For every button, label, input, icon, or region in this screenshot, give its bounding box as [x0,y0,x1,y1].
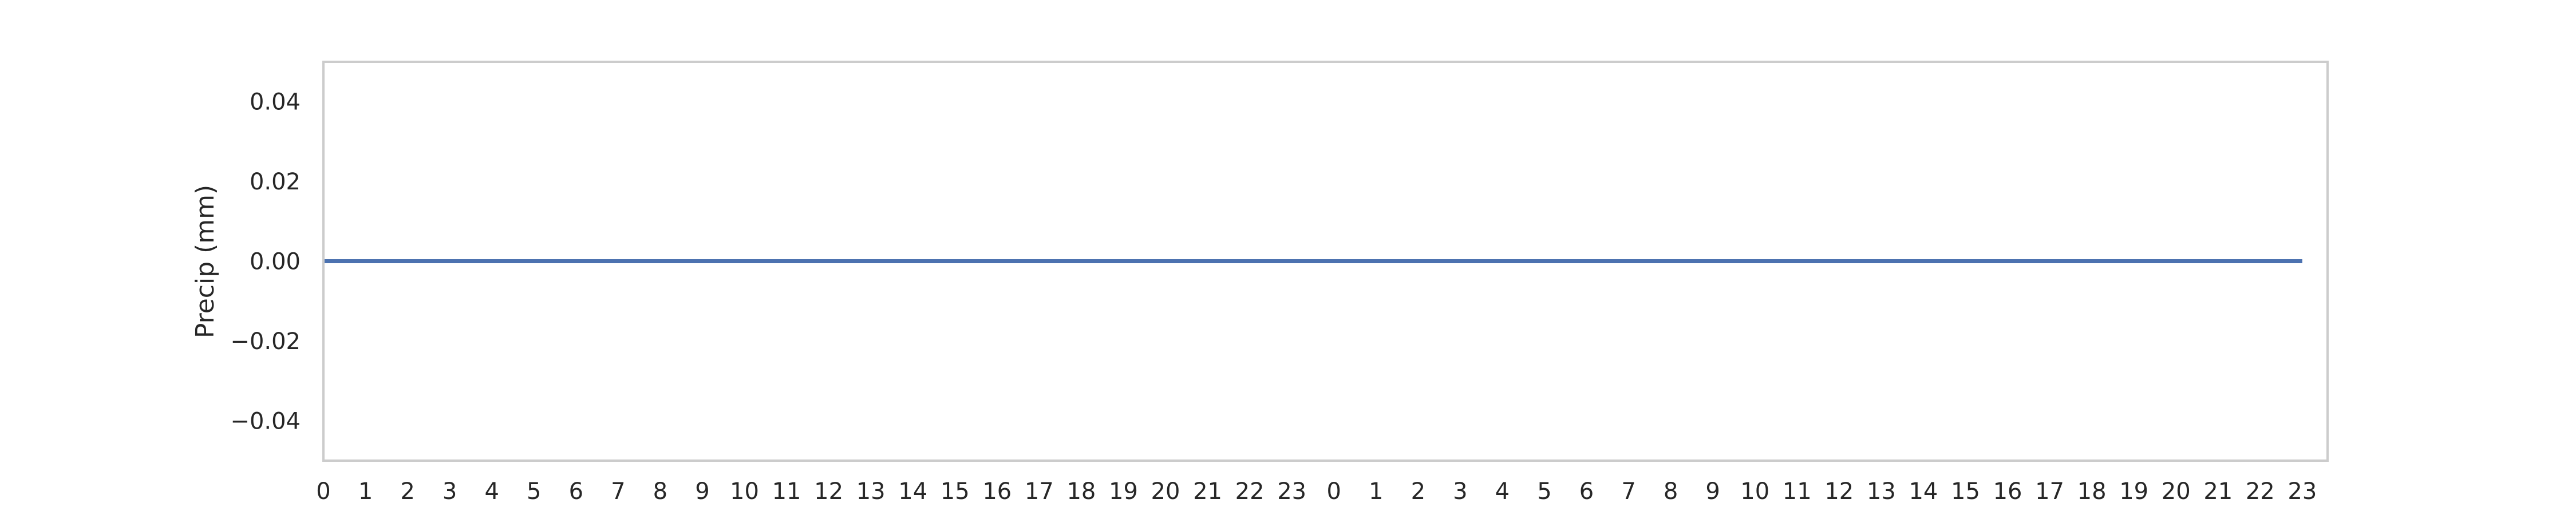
x-tick-label: 18 [2077,478,2107,505]
x-tick-label: 4 [1495,478,1510,505]
plot-area: −0.04−0.020.000.020.040 1 2 3 4 5 6 7 8 9 10 11 12 13… [230,61,2329,505]
x-tick-label: 0 [1326,478,1341,505]
plot-frame [322,61,2329,462]
x-tick-label: 16 [982,478,1012,505]
x-tick-label: 14 [898,478,927,505]
x-tick-label: 10 [1740,478,1769,505]
y-tick-label: 0.04 [250,89,301,116]
x-tick-label: 13 [856,478,886,505]
x-tick-label: 20 [1151,478,1180,505]
x-tick-label: 23 [2287,478,2317,505]
x-tick-label: 21 [1193,478,1222,505]
x-tick-label: 22 [1235,478,1265,505]
x-tick-label: 2 [1411,478,1425,505]
x-tick-label: 0 [316,478,330,505]
x-tick-label: 3 [442,478,457,505]
x-tick-label: 14 [1909,478,1938,505]
x-tick-label: 19 [2119,478,2148,505]
x-tick-label: 7 [1621,478,1635,505]
y-tick-label: −0.02 [230,328,301,355]
x-tick-label: 12 [814,478,843,505]
x-tick-label: 21 [2203,478,2233,505]
x-tick-label: 22 [2246,478,2275,505]
x-tick-label: 13 [1867,478,1896,505]
x-tick-label: 8 [1664,478,1678,505]
x-tick-label: 11 [1783,478,1812,505]
x-tick-label: 11 [772,478,801,505]
x-tick-label: 20 [2162,478,2191,505]
x-tick-label: 1 [358,478,373,505]
x-tick-label: 6 [1579,478,1594,505]
x-tick-label: 8 [653,478,667,505]
x-tick-label: 12 [1824,478,1854,505]
y-tick-label: 0.02 [250,169,301,195]
x-tick-label: 18 [1066,478,1096,505]
x-tick-label: 9 [695,478,709,505]
x-tick-label: 3 [1453,478,1467,505]
y-tick-label: −0.04 [230,408,301,434]
y-tick-label: 0.00 [250,249,301,275]
x-tick-label: 4 [484,478,499,505]
x-tick-label: 17 [1025,478,1054,505]
x-tick-label: 6 [569,478,583,505]
x-tick-label: 15 [941,478,970,505]
x-tick-label: 15 [1951,478,1980,505]
x-tick-label: 5 [527,478,541,505]
x-tick-label: 10 [730,478,759,505]
x-tick-label: 9 [1705,478,1720,505]
x-tick-label: 17 [2035,478,2064,505]
x-tick-label: 1 [1369,478,1383,505]
x-tick-label: 23 [1277,478,1306,505]
x-tick-label: 5 [1537,478,1551,505]
y-axis-label: Precip (mm) [191,185,220,338]
x-tick-label: 19 [1109,478,1138,505]
x-tick-label: 2 [400,478,414,505]
x-tick-label: 16 [1993,478,2022,505]
x-tick-label: 7 [611,478,625,505]
